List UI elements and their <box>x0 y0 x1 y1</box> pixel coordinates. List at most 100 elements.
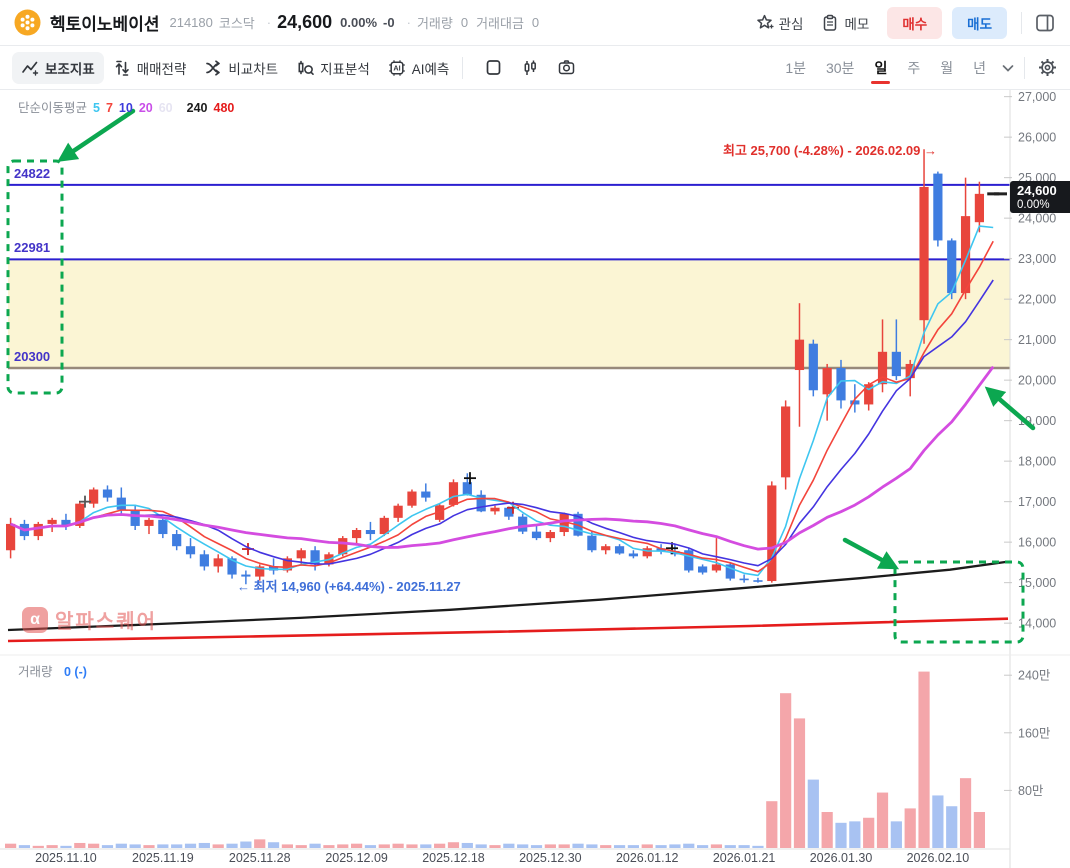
compare-button[interactable]: 비교차트 <box>195 52 287 84</box>
candle <box>628 553 638 557</box>
candle <box>185 546 196 555</box>
candle <box>905 363 915 379</box>
sma10-line <box>10 279 994 567</box>
high-annotation: 최고 25,700 (-4.28%) - 2026.02.09 → <box>723 143 937 158</box>
timeframe-year[interactable]: 년 <box>973 59 986 76</box>
volume-bar <box>641 844 653 848</box>
volume-bar <box>849 821 861 848</box>
candle <box>614 546 625 554</box>
sma240-line <box>7 560 1009 632</box>
sell-button[interactable]: 매도 <box>952 6 1007 39</box>
chart-style-button[interactable] <box>512 53 548 83</box>
candle <box>545 532 555 539</box>
annotation-box <box>6 159 64 395</box>
divider <box>462 56 464 79</box>
volume-bar <box>600 845 612 848</box>
volume-bar <box>115 843 127 848</box>
candle <box>684 550 694 571</box>
volume-bar <box>697 845 709 848</box>
timeframe-day[interactable]: 일 <box>871 49 891 87</box>
ai-label: AI예측 <box>411 61 450 77</box>
candle <box>960 216 971 294</box>
volume-bar <box>752 845 764 848</box>
stock-title: 헥토이노베이션 <box>50 15 160 34</box>
timeframe-30min[interactable]: 30분 <box>825 59 855 76</box>
candle <box>33 523 43 537</box>
clipboard-icon <box>824 14 837 31</box>
support-band <box>8 259 1010 368</box>
volume-bar <box>475 844 487 848</box>
volume-bars <box>5 671 985 848</box>
volume-legend-value: 0 (-) <box>64 665 87 679</box>
current-price: 24,600 <box>277 12 333 32</box>
candle <box>490 507 500 512</box>
analysis-button[interactable]: 지표분석 <box>287 52 379 84</box>
volume-bar <box>821 812 833 848</box>
sort-arrows-icon <box>115 60 129 76</box>
svg-text:18,000: 18,000 <box>1018 455 1056 469</box>
svg-text:160만: 160만 <box>1018 726 1051 740</box>
drawing-mode-button[interactable] <box>475 52 512 83</box>
ma-period-20: 20 <box>138 101 153 115</box>
volume-bar <box>558 844 570 848</box>
volume-bar <box>544 844 556 848</box>
timeframe-1min[interactable]: 1분 <box>785 59 806 76</box>
watchlist-button[interactable]: 관심 <box>755 13 803 33</box>
ai-predict-button[interactable]: AI AI예측 <box>379 52 459 84</box>
candle <box>767 485 777 582</box>
volume-bar <box>946 806 958 848</box>
strategy-button[interactable]: 매매전략 <box>104 52 196 84</box>
candle <box>379 517 389 535</box>
timeframe-week[interactable]: 주 <box>907 59 921 76</box>
candle <box>102 489 113 498</box>
svg-text:2026.01.30: 2026.01.30 <box>810 851 873 865</box>
star-plus-icon <box>756 14 774 29</box>
panel-toggle-icon[interactable] <box>1034 12 1056 34</box>
svg-text:2026.01.12: 2026.01.12 <box>616 851 679 865</box>
divider <box>1021 11 1022 34</box>
candle <box>296 550 306 559</box>
ai-chip-icon: AI <box>388 59 405 76</box>
settings-gear-icon[interactable] <box>1037 57 1058 78</box>
svg-text:16,000: 16,000 <box>1018 536 1056 550</box>
compare-cross-icon <box>206 59 221 76</box>
level-label-24822: 24822 <box>14 165 51 181</box>
candle <box>47 519 57 524</box>
volume-bar <box>226 843 238 848</box>
svg-text:2025.12.18: 2025.12.18 <box>422 851 485 865</box>
volume-bar <box>88 843 100 848</box>
separator-dot: · <box>266 15 272 30</box>
volume-bar <box>198 842 210 848</box>
svg-text:24,000: 24,000 <box>1018 212 1056 226</box>
y-axis: 27,00026,00025,00024,00023,00022,00021,0… <box>0 90 1070 868</box>
svg-text:2026.02.10: 2026.02.10 <box>907 851 970 865</box>
svg-text:2025.12.30: 2025.12.30 <box>519 851 582 865</box>
separator-dot: · <box>406 15 411 30</box>
volume-bar <box>392 843 404 848</box>
candle <box>338 538 348 555</box>
user-drawings[interactable] <box>6 108 1036 644</box>
buy-button[interactable]: 매수 <box>887 6 943 39</box>
indicator-button[interactable]: 보조지표 <box>12 51 104 84</box>
svg-text:80만: 80만 <box>1018 784 1044 798</box>
candle <box>794 339 805 371</box>
svg-text:21,000: 21,000 <box>1018 333 1056 347</box>
timeframe-month[interactable]: 월 <box>940 59 954 76</box>
snapshot-button[interactable] <box>548 52 585 83</box>
ma-period-5: 5 <box>93 101 100 115</box>
candle <box>130 509 140 526</box>
candle <box>241 574 251 577</box>
ma-period-60: 60 <box>158 101 173 115</box>
memo-button[interactable]: 메모 <box>821 13 869 33</box>
candle <box>587 535 597 551</box>
volume-bar <box>586 844 598 848</box>
candle <box>711 564 722 571</box>
volume-bar <box>254 839 266 848</box>
candle <box>808 343 818 391</box>
volume-bar <box>60 845 72 848</box>
candle <box>933 173 943 241</box>
chevron-down-icon[interactable] <box>1000 60 1016 76</box>
volume-bar <box>351 843 363 848</box>
